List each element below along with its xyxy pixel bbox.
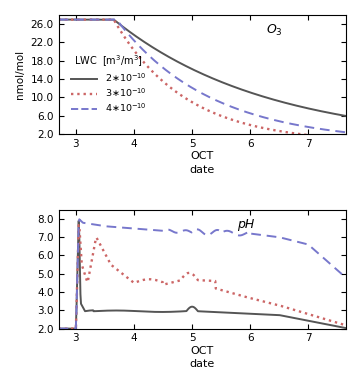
Text: date: date (190, 165, 215, 175)
Text: date: date (190, 359, 215, 370)
Legend: 2$\ast$10$^{-10}$, 3$\ast$10$^{-10}$, 4$\ast$10$^{-10}$: 2$\ast$10$^{-10}$, 3$\ast$10$^{-10}$, 4$… (69, 52, 148, 116)
X-axis label: OCT: OCT (191, 346, 214, 356)
Y-axis label: nmol/mol: nmol/mol (15, 50, 25, 99)
X-axis label: OCT: OCT (191, 151, 214, 161)
Text: O$_3$: O$_3$ (265, 23, 282, 39)
Text: pH: pH (237, 218, 254, 231)
